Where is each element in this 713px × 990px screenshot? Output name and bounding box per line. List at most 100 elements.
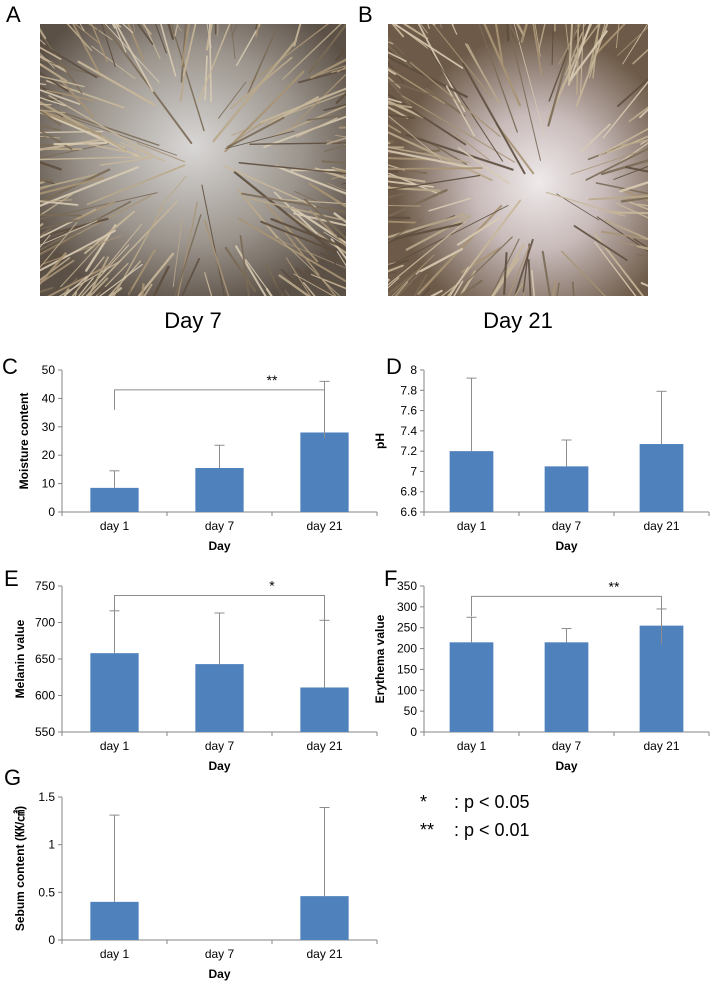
hair-strand — [445, 85, 475, 137]
hair-strand — [282, 24, 342, 80]
legend-text-p001: : p < 0.01 — [454, 820, 530, 840]
scalp-photo-day7 — [40, 24, 346, 296]
hair-strand — [40, 109, 62, 126]
hair-strand — [579, 24, 585, 97]
hair-strand — [224, 246, 257, 292]
hair-strand — [621, 139, 648, 147]
hair-strand — [255, 24, 260, 38]
hair-strand — [513, 238, 534, 296]
hair-strand — [224, 70, 305, 153]
hair-strand — [88, 277, 109, 296]
hair-strand — [40, 166, 139, 208]
y-tick-label: 50 — [42, 363, 56, 377]
y-tick-label: 7.2 — [400, 444, 417, 458]
hair-strand — [628, 106, 648, 123]
hair-strand — [40, 138, 104, 151]
bar-day-21 — [300, 896, 349, 940]
hair-strand — [174, 214, 202, 296]
panel-letter-b: B — [358, 2, 373, 27]
legend-symbol-double: ** — [420, 820, 435, 840]
legend-symbol-single: * — [420, 792, 428, 812]
y-tick-label: 0.5 — [38, 885, 55, 899]
hair-strand — [40, 71, 69, 93]
hair-strand — [388, 67, 445, 104]
hair-strand — [490, 243, 525, 296]
hair-strand — [305, 269, 346, 288]
hair-strand — [310, 273, 346, 290]
hair-strand — [483, 24, 521, 107]
hair-strand — [122, 24, 134, 34]
hair-strand — [447, 199, 522, 296]
x-axis-title: Day — [208, 967, 230, 981]
hair-strand — [239, 235, 250, 296]
hair-strand — [388, 167, 483, 170]
bar-day-7 — [544, 466, 589, 512]
hair-strand — [278, 239, 346, 269]
hair-strand — [331, 67, 346, 73]
hair-strand — [428, 197, 472, 212]
y-tick-label: 8 — [410, 363, 417, 377]
hair-strand — [282, 229, 337, 296]
hair-strand — [40, 100, 128, 152]
hair-strand — [576, 24, 580, 96]
significance-bracket — [471, 595, 662, 645]
hair-strand — [513, 24, 546, 137]
y-tick-label: 20 — [42, 448, 56, 462]
hair-strand — [40, 192, 158, 220]
hair-strand — [636, 245, 648, 251]
hair-strand — [128, 249, 156, 295]
hair-strand — [606, 135, 648, 154]
y-tick-label: 10 — [42, 477, 56, 491]
hair-strand — [570, 148, 648, 175]
hair-strand — [182, 24, 197, 77]
hair-strand — [449, 266, 469, 296]
hair-strand — [547, 24, 578, 127]
hair-strand — [590, 24, 626, 60]
hair-strand — [388, 270, 418, 296]
hair-strand — [388, 146, 471, 164]
hair-strand — [40, 144, 59, 147]
hair-strand — [40, 168, 111, 204]
hair-strand — [40, 176, 104, 195]
hair-strand — [59, 78, 94, 118]
hair-strand — [40, 125, 61, 131]
hair-strand — [388, 102, 413, 109]
panel-letter-e: E — [4, 566, 19, 591]
hair-strand — [320, 242, 346, 281]
hair-strand — [394, 281, 409, 296]
hair-strand — [478, 24, 518, 133]
hair-strand — [388, 77, 411, 106]
panel-letter-d: D — [386, 354, 402, 379]
hair-strand — [388, 205, 509, 268]
hair-strand — [409, 61, 501, 138]
hair-strand — [273, 104, 346, 137]
hair-strand — [569, 30, 608, 81]
hair-strand — [133, 24, 136, 32]
hair-strand — [40, 221, 78, 269]
x-tick-label: day 21 — [306, 519, 342, 533]
hair-strand — [615, 24, 620, 49]
hair-strand — [622, 24, 648, 65]
x-axis-title: Day — [208, 539, 230, 553]
hair-strand — [571, 281, 575, 296]
hair-strand — [320, 252, 346, 264]
hair-strand — [249, 197, 346, 222]
significance-label: * — [269, 577, 275, 593]
hair-strand — [40, 130, 104, 134]
hair-strand — [72, 24, 102, 77]
hair-strand — [231, 91, 346, 136]
y-tick-label: 600 — [35, 689, 55, 703]
x-tick-label: day 1 — [457, 739, 487, 753]
hair-strand — [388, 131, 493, 182]
hair-strand — [551, 280, 557, 296]
hair-strand — [457, 279, 483, 296]
hair-strand — [236, 24, 261, 66]
hair-strand — [108, 260, 142, 296]
hair-strand — [227, 117, 270, 147]
y-tick-label: 40 — [42, 391, 56, 405]
hair-strand — [388, 220, 467, 286]
y-tick-label: 7 — [410, 464, 417, 478]
significance-bracket — [114, 594, 325, 644]
hair-strand — [303, 198, 346, 240]
hair-strand — [388, 220, 418, 224]
